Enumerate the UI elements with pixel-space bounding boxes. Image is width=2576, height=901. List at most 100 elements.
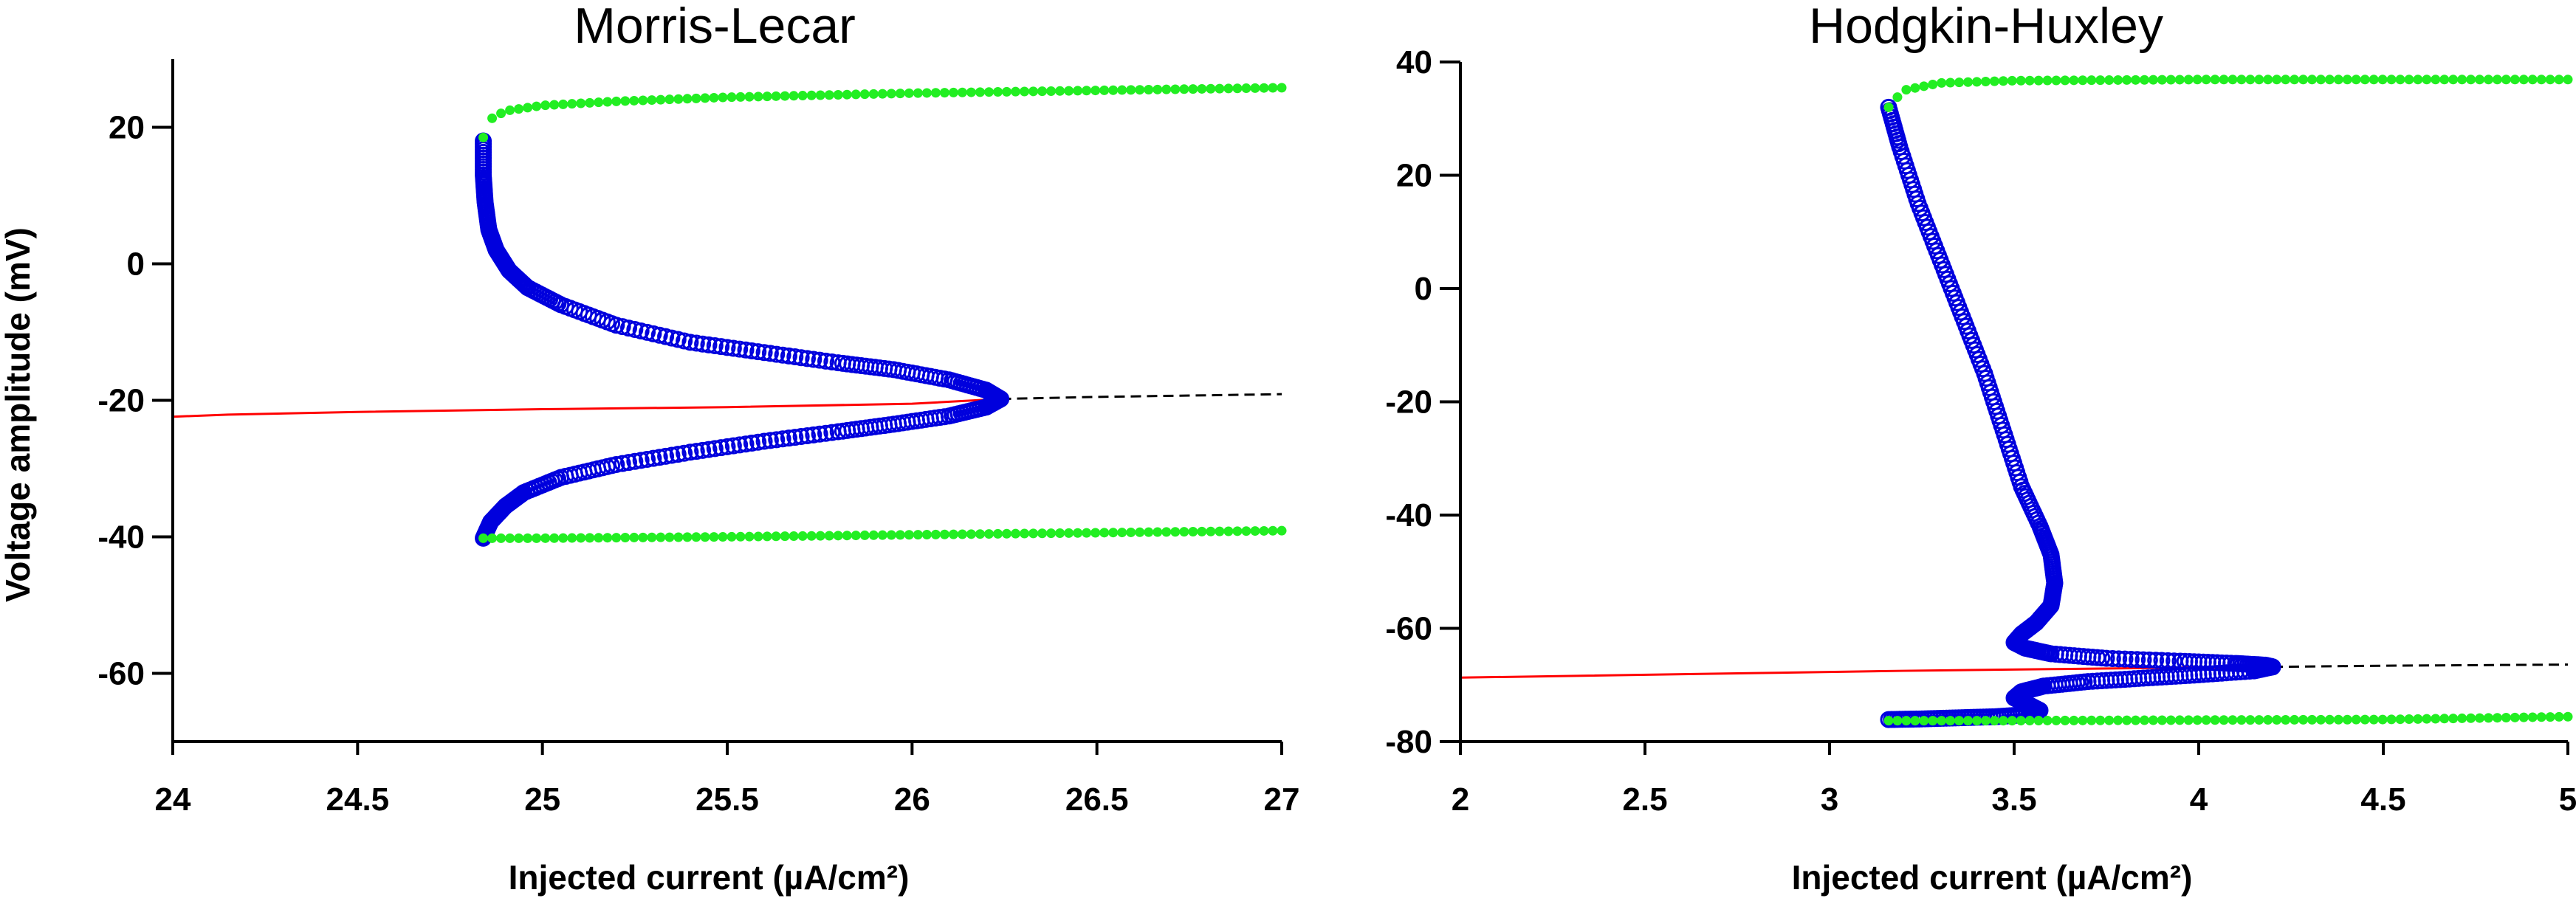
x-tick-label: 25.5 [695, 781, 759, 818]
stable-cycle-point [2201, 75, 2211, 85]
stable-cycle-point [558, 533, 569, 543]
stable-cycle-point [2483, 75, 2493, 85]
stable-cycle-point [1250, 83, 1260, 93]
stable-cycle-point [2457, 75, 2467, 85]
stable-cycle-point [2263, 75, 2273, 85]
unstable-rest-line [1000, 393, 1282, 401]
stable-cycle-point [2042, 715, 2053, 725]
stable-cycle-point [2183, 75, 2194, 85]
stable-cycle-point [2104, 75, 2115, 86]
stable-cycle-point [789, 91, 799, 101]
stable-cycle-point [602, 533, 613, 543]
unstable-cycle-point [811, 425, 828, 443]
stable-cycle-point [780, 91, 790, 101]
stable-cycle-point [2475, 713, 2485, 723]
stable-cycle-point [2466, 713, 2476, 723]
stable-cycle-point [2510, 712, 2520, 722]
unstable-cycle-point [614, 455, 631, 472]
stable-cycle-point [983, 529, 994, 539]
unstable-cycle-point [761, 345, 779, 362]
stable-cycle-point [576, 533, 586, 543]
stable-cycle-point [2272, 715, 2282, 725]
unstable-cycle-point [749, 343, 767, 361]
stable-cycle-point [2272, 75, 2282, 85]
stable-cycle-point [1989, 716, 1999, 726]
stable-cycle-point [2157, 75, 2167, 85]
stable-cycle-point [1215, 83, 1225, 94]
stable-cycle-point [1989, 76, 1999, 86]
stable-cycle-point [1206, 83, 1216, 94]
stable-cycle-point [2351, 75, 2361, 85]
stable-cycle-point [2554, 75, 2564, 85]
stable-cycle-point [2413, 714, 2423, 724]
stable-cycle-point [682, 94, 693, 104]
stable-cycle-point [576, 98, 586, 108]
stable-cycle-point [1179, 84, 1189, 94]
unstable-cycle-point [786, 429, 804, 446]
unstable-cycle-point [718, 339, 736, 356]
stable-cycle-point [2228, 75, 2238, 85]
unstable-cycle-point [743, 342, 760, 359]
stable-cycle-point [2192, 715, 2202, 725]
stable-cycle-point [523, 103, 533, 113]
stable-cycle-point [2174, 75, 2185, 85]
stable-cycle-point [2527, 75, 2538, 85]
stable-cycle-point [1108, 528, 1119, 538]
stable-cycle-point [558, 99, 569, 109]
stable-cycle-point [975, 87, 985, 97]
stable-cycle-point [1919, 716, 1929, 726]
stable-cycle-point [700, 93, 710, 103]
unstable-cycle-point [669, 331, 687, 348]
unstable-cycle-point [676, 444, 693, 462]
stable-cycle-point [2315, 714, 2326, 725]
unstable-cycle-point [706, 440, 724, 458]
stable-cycle-point [1011, 86, 1021, 97]
stable-cycle-point [921, 530, 932, 540]
unstable-cycle-point [694, 441, 712, 459]
stable-cycle-point [2245, 75, 2256, 85]
unstable-cycle-point [805, 351, 822, 368]
stable-cycle-point [567, 99, 577, 109]
stable-cycle-point [930, 88, 941, 98]
y-tick-label: 0 [127, 246, 145, 283]
stable-cycle-point [1135, 85, 1145, 95]
unstable-cycle-point [724, 437, 742, 455]
stable-cycle-point [620, 533, 631, 543]
unstable-cycle-point [650, 449, 668, 466]
stable-cycle-point [806, 90, 817, 100]
stable-cycle-point [1241, 83, 1251, 94]
stable-cycle-point [2051, 715, 2061, 725]
stable-cycle-point [975, 529, 985, 539]
unstable-cycle-point [798, 350, 816, 367]
unstable-cycle-point [2159, 652, 2177, 669]
stable-cycle-point [1277, 525, 1287, 536]
unstable-cycle-point [768, 345, 786, 363]
unstable-cycle-point [2134, 651, 2152, 669]
stable-cycle-point [983, 87, 994, 97]
morris-lecar-marks [172, 83, 1287, 547]
stable-cycle-point [1028, 528, 1039, 539]
stable-cycle-point [815, 90, 825, 100]
unstable-cycle-point [786, 348, 804, 366]
stable-cycle-point [1928, 79, 1938, 89]
stable-cycle-point [1082, 86, 1092, 96]
stable-cycle-point [948, 529, 958, 539]
stable-cycle-point [700, 532, 710, 542]
stable-cycle-point [2315, 75, 2326, 85]
hodgkin-huxley-axes: 40 20 0 -20 -40 -60 -80 2 2.5 3 3.5 4 4.5 5 [1385, 44, 2576, 818]
stable-cycle-point [1073, 528, 1083, 538]
stable-cycle-point [1223, 526, 1234, 536]
stable-cycle-point [797, 531, 808, 541]
stable-cycle-point [1998, 716, 2008, 726]
stable-cycle-point [2007, 716, 2017, 726]
stable-cycle-point [1055, 86, 1065, 96]
stable-cycle-point [1144, 85, 1154, 95]
stable-cycle-point [709, 532, 719, 542]
stable-cycle-point [2439, 714, 2450, 724]
stable-cycle-point [2324, 75, 2335, 85]
stable-cycle-point [1971, 716, 1982, 726]
stable-cycle-point [1223, 83, 1234, 94]
stable-cycle-point [824, 531, 834, 541]
stable-cycle-point [1161, 527, 1172, 537]
unstable-cycle-point [700, 336, 718, 353]
